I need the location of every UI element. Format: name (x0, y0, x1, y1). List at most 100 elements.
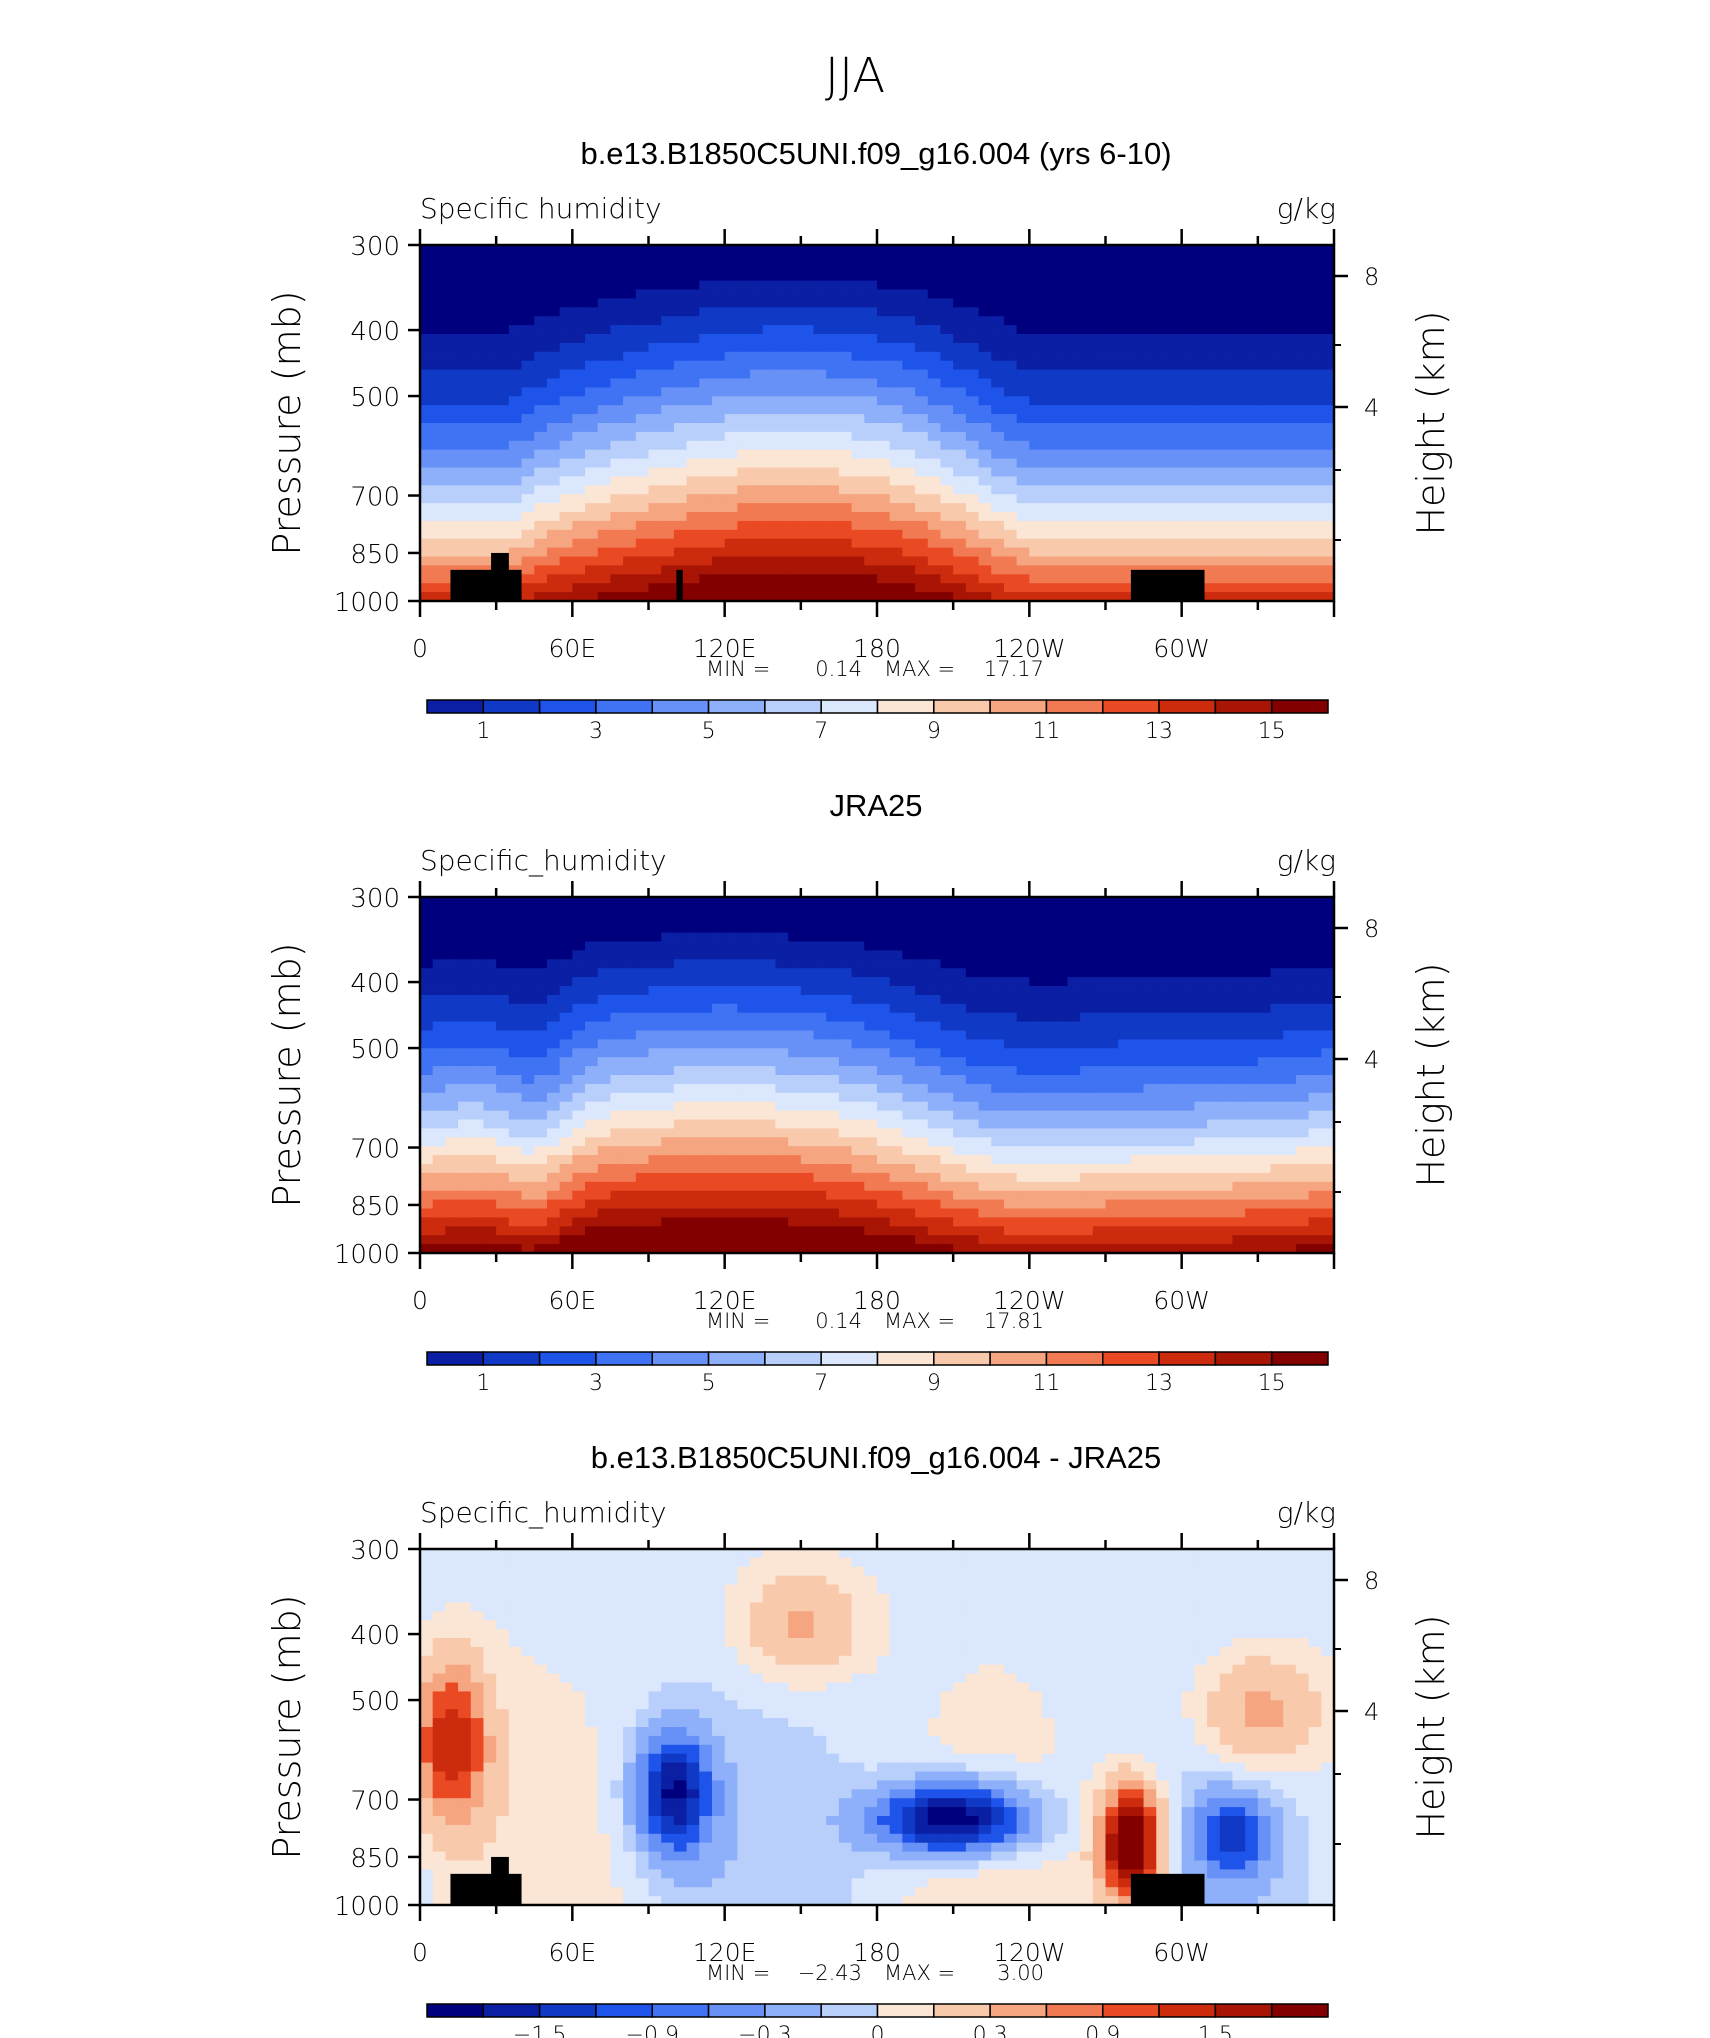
field-cell (711, 1101, 726, 1112)
field-cell (686, 1226, 700, 1236)
field-cell (1143, 378, 1157, 388)
field-cell (877, 440, 891, 451)
field-cell (661, 351, 675, 362)
field-cell (686, 503, 700, 513)
field-cell (978, 1172, 992, 1183)
field-cell (1283, 592, 1297, 602)
field-cell (1042, 914, 1056, 925)
field-cell (826, 1066, 840, 1076)
field-cell (1295, 574, 1310, 584)
field-cell (483, 378, 497, 388)
field-cell (661, 316, 675, 326)
field-cell (813, 325, 827, 335)
field-cell (711, 1092, 726, 1103)
field-cell (1257, 592, 1272, 602)
field-cell (458, 369, 472, 380)
field-cell (496, 1048, 510, 1058)
field-cell (623, 932, 637, 943)
field-cell (1143, 520, 1157, 531)
field-cell (1295, 476, 1310, 486)
field-cell (965, 494, 980, 504)
field-cell (496, 1244, 510, 1254)
field-cell (559, 950, 573, 960)
field-cell (420, 950, 434, 960)
field-cell (711, 977, 726, 987)
field-cell (585, 440, 599, 451)
field-cell (940, 1172, 954, 1183)
field-cell (521, 592, 535, 602)
field-cell (953, 565, 967, 575)
field-cell (813, 994, 827, 1005)
field-cell (483, 950, 497, 960)
field-cell (851, 476, 865, 486)
field-cell (1054, 440, 1069, 451)
field-cell (521, 280, 535, 291)
field-cell (572, 1181, 586, 1192)
field-cell (623, 1012, 637, 1023)
field-cell (1270, 574, 1284, 584)
field-cell (1194, 467, 1208, 477)
field-cell (534, 1172, 548, 1183)
field-cell (1270, 583, 1284, 593)
field-cell (458, 396, 472, 406)
field-cell (534, 994, 548, 1005)
field-cell (1080, 307, 1094, 317)
field-cell (864, 583, 878, 593)
field-cell (1029, 547, 1043, 558)
field-cell (800, 271, 815, 282)
field-cell (1219, 414, 1234, 424)
field-cell (635, 977, 650, 987)
field-cell (851, 307, 865, 317)
field-cell (699, 977, 713, 987)
field-cell (534, 467, 548, 477)
field-cell (915, 1030, 929, 1040)
colorbar-box (1270, 699, 1329, 714)
field-cell (521, 325, 535, 335)
field-cell (635, 583, 650, 593)
field-cell (432, 1030, 446, 1040)
field-cell (1168, 485, 1183, 495)
field-cell (711, 1119, 726, 1129)
field-cell (585, 1092, 599, 1103)
field-cell (686, 529, 700, 540)
field-cell (1219, 271, 1234, 282)
field-cell (1029, 1075, 1043, 1085)
field-cell (838, 1217, 853, 1227)
field-cell (546, 1101, 561, 1112)
field-cell (648, 342, 662, 353)
field-cell (940, 565, 954, 575)
field-cell (572, 1155, 586, 1165)
field-cell (432, 512, 446, 522)
field-cell (877, 1190, 891, 1201)
field-cell (610, 1012, 624, 1023)
field-cell (699, 512, 713, 522)
field-cell (965, 476, 980, 486)
field-cell (1143, 271, 1157, 282)
field-cell (1181, 556, 1195, 566)
field-cell (1003, 485, 1018, 495)
field-cell (737, 1039, 751, 1049)
field-cell (1054, 565, 1069, 575)
field-cell (1283, 253, 1297, 264)
field-cell (597, 494, 612, 504)
field-cell (597, 914, 612, 925)
field-cell (915, 387, 929, 397)
field-cell (902, 458, 916, 469)
field-cell (445, 1181, 459, 1192)
field-cell (686, 1075, 700, 1085)
field-cell (508, 271, 523, 282)
field-cell (750, 1039, 764, 1049)
field-cell (724, 994, 738, 1005)
field-cell (915, 905, 929, 916)
field-cell (623, 440, 637, 451)
field-cell (711, 547, 726, 558)
field-cell (1194, 476, 1208, 486)
field-cell (927, 1164, 942, 1174)
field-cell (508, 547, 523, 558)
field-cell (788, 994, 802, 1005)
field-cell (699, 538, 713, 549)
field-cell (864, 1190, 878, 1201)
field-cell (724, 289, 738, 299)
field-cell (788, 1075, 802, 1085)
field-cell (521, 378, 535, 388)
